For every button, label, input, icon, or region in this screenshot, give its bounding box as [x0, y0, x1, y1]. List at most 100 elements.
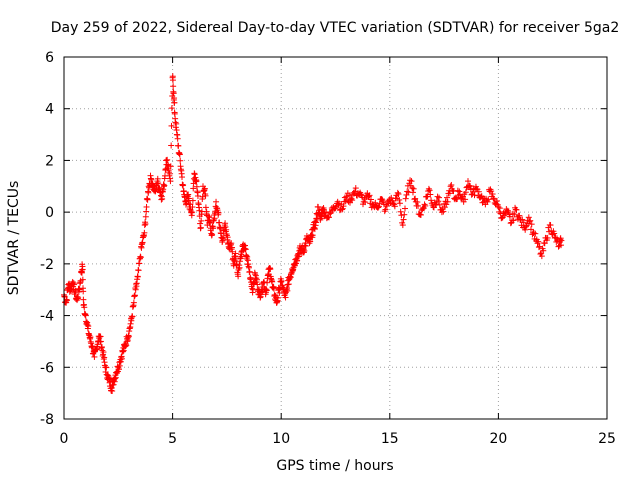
- data-point-interp: [467, 183, 474, 190]
- y-axis-label: SDTVAR / TECUs: [6, 181, 22, 296]
- data-point-interp: [489, 191, 496, 198]
- data-point-interp: [211, 215, 218, 222]
- data-point-interp: [174, 135, 181, 142]
- data-point-interp: [362, 199, 369, 206]
- data-point-interp: [520, 219, 527, 226]
- data-point-interp: [159, 195, 166, 202]
- data-point-interp: [535, 238, 542, 245]
- data-point-interp: [75, 294, 82, 301]
- data-point-interp: [148, 176, 155, 183]
- data-point-interp: [123, 342, 130, 349]
- data-point-interp: [496, 208, 503, 215]
- data-point-interp: [100, 349, 107, 356]
- data-point-interp: [302, 242, 309, 249]
- data-point: [339, 206, 346, 213]
- data-point-interp: [527, 217, 534, 224]
- data-point: [228, 240, 235, 247]
- data-point-interp: [454, 195, 461, 202]
- data-point-interp: [409, 189, 416, 196]
- data-point-interp: [332, 204, 339, 211]
- y-tick-label: 0: [45, 205, 54, 221]
- data-point-interp: [530, 230, 537, 237]
- data-point-interp: [426, 187, 433, 194]
- axis-ticks: [63, 56, 608, 420]
- data-point-interp: [71, 281, 78, 288]
- data-point-interp: [402, 195, 409, 202]
- data-point-interp: [485, 196, 492, 203]
- data-point-interp: [125, 333, 132, 340]
- grid: [64, 57, 607, 419]
- data-point: [434, 193, 441, 200]
- data-point-interp: [167, 163, 174, 170]
- data-point: [132, 286, 139, 293]
- data-point-interp: [441, 204, 448, 211]
- y-tick-label: -6: [40, 360, 54, 376]
- data-point-interp: [116, 366, 123, 373]
- data-point-interp: [168, 105, 175, 112]
- data-point-interp: [79, 276, 86, 283]
- data-point-interp: [376, 200, 383, 207]
- data-point: [267, 266, 274, 273]
- data-point-interp: [202, 204, 209, 211]
- data-point-interp: [410, 185, 417, 192]
- y-tick-label: 2: [45, 153, 54, 169]
- data-point-interp: [199, 193, 206, 200]
- data-point: [315, 203, 322, 210]
- data-point-interp: [80, 288, 87, 295]
- data-point-interp: [519, 216, 526, 223]
- data-point-interp: [401, 211, 408, 218]
- data-point-interp: [372, 199, 379, 206]
- data-point-interp: [135, 267, 142, 274]
- data-point-interp: [493, 197, 500, 204]
- data-point-interp: [168, 142, 175, 149]
- data-point: [82, 312, 89, 319]
- data-point: [425, 185, 432, 192]
- data-point-interp: [244, 253, 251, 260]
- data-point: [232, 250, 239, 257]
- data-point-interp: [263, 287, 270, 294]
- data-point: [213, 198, 220, 205]
- data-point-interp: [471, 192, 478, 199]
- data-point-interp: [177, 157, 184, 164]
- data-point-interp: [535, 244, 542, 251]
- data-point-interp: [419, 206, 426, 213]
- data-point: [343, 193, 350, 200]
- data-point: [254, 281, 261, 288]
- data-point-interp: [357, 191, 364, 198]
- data-point-interp: [99, 347, 106, 354]
- data-point-interp: [402, 205, 409, 212]
- data-point-interp: [422, 202, 429, 209]
- data-point-interp: [490, 195, 497, 202]
- data-point-interp: [366, 192, 373, 199]
- data-point-interp: [215, 209, 222, 216]
- data-point-interp: [340, 203, 347, 210]
- data-point-interp: [142, 213, 149, 220]
- data-point: [347, 196, 354, 203]
- data-point-interp: [378, 196, 385, 203]
- data-point-interp: [551, 230, 558, 237]
- data-point-interp: [145, 189, 152, 196]
- data-point-interp: [176, 151, 183, 158]
- x-tick-labels: 0 5 10 15 20 25: [60, 431, 616, 447]
- data-point-interp: [112, 374, 119, 381]
- data-point-interp: [391, 203, 398, 210]
- data-point-interp: [390, 200, 397, 207]
- data-point-interp: [428, 197, 435, 204]
- data-point: [447, 183, 454, 190]
- chart-title: Day 259 of 2022, Sidereal Day-to-day VTE…: [51, 20, 620, 36]
- data-point-interp: [196, 207, 203, 214]
- data-point-interp: [516, 212, 523, 219]
- data-point: [525, 214, 532, 221]
- data-point-interp: [367, 196, 374, 203]
- data-point-interp: [493, 200, 500, 207]
- x-axis-label: GPS time / hours: [276, 458, 393, 474]
- data-point-interp: [552, 234, 559, 241]
- data-point: [189, 209, 196, 216]
- data-point-interp: [443, 194, 450, 201]
- data-point: [282, 294, 289, 301]
- y-tick-label: -4: [40, 309, 54, 325]
- data-point-interp: [295, 253, 302, 260]
- data-point: [404, 188, 411, 195]
- data-point-interp: [80, 296, 87, 303]
- data-point: [193, 178, 200, 185]
